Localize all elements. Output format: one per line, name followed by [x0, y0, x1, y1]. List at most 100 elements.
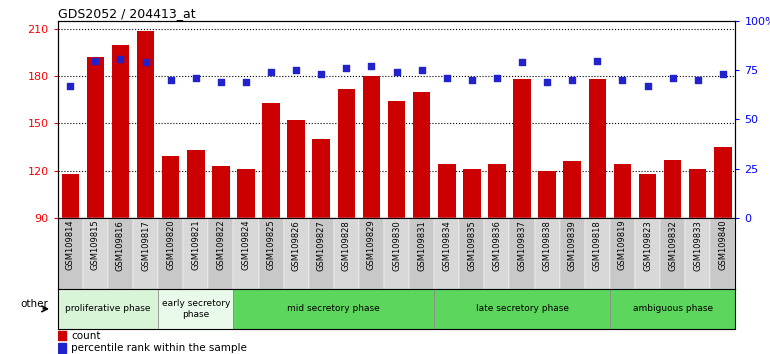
Text: GSM109827: GSM109827	[316, 220, 326, 270]
Text: GSM109816: GSM109816	[116, 220, 125, 270]
Text: GSM109824: GSM109824	[242, 220, 250, 270]
Bar	[58, 218, 83, 289]
Point	[490, 75, 503, 81]
Point	[89, 58, 102, 63]
Text: GSM109831: GSM109831	[417, 220, 426, 270]
Point	[189, 75, 202, 81]
Bar	[233, 218, 259, 289]
Point	[691, 78, 704, 83]
Bar	[639, 174, 656, 354]
Bar	[484, 218, 510, 289]
Bar	[233, 289, 434, 329]
Bar	[564, 161, 581, 354]
Text: GSM109840: GSM109840	[718, 220, 728, 270]
Bar	[685, 218, 710, 289]
Bar	[363, 76, 380, 354]
Bar	[413, 92, 430, 354]
Text: other: other	[20, 299, 48, 309]
Bar	[514, 79, 531, 354]
Point	[667, 75, 679, 81]
Text: GSM109828: GSM109828	[342, 220, 351, 270]
Bar	[212, 166, 229, 354]
Bar	[83, 218, 108, 289]
Bar	[137, 31, 154, 354]
Bar	[438, 164, 456, 354]
Bar	[86, 57, 104, 354]
Bar	[434, 218, 459, 289]
Bar	[388, 101, 405, 354]
Bar	[283, 218, 309, 289]
Text: proliferative phase: proliferative phase	[65, 304, 151, 313]
Point	[717, 72, 729, 77]
Text: GSM109834: GSM109834	[442, 220, 451, 270]
Text: early secretory
phase: early secretory phase	[162, 299, 230, 319]
Point	[416, 68, 428, 73]
Bar	[664, 160, 681, 354]
Bar	[309, 218, 334, 289]
Bar	[162, 156, 179, 354]
Text: GSM109839: GSM109839	[567, 220, 577, 270]
Text: count: count	[72, 331, 101, 341]
Text: GSM109832: GSM109832	[668, 220, 677, 270]
Text: ambiguous phase: ambiguous phase	[632, 304, 713, 313]
Bar	[287, 120, 305, 354]
Text: GSM109830: GSM109830	[392, 220, 401, 270]
Text: GSM109820: GSM109820	[166, 220, 176, 270]
Text: GSM109833: GSM109833	[693, 220, 702, 271]
Bar	[209, 218, 233, 289]
Bar	[714, 147, 732, 354]
Bar	[584, 218, 610, 289]
Text: GSM109837: GSM109837	[517, 220, 527, 271]
Bar	[459, 218, 484, 289]
Bar	[588, 79, 606, 354]
Bar	[237, 169, 255, 354]
Text: GSM109821: GSM109821	[191, 220, 200, 270]
Point	[315, 72, 327, 77]
Point	[114, 56, 126, 61]
Bar	[112, 45, 129, 354]
Text: GSM109817: GSM109817	[141, 220, 150, 270]
Point	[239, 79, 252, 85]
Text: GSM109825: GSM109825	[266, 220, 276, 270]
Bar	[610, 289, 735, 329]
Point	[365, 64, 377, 69]
Bar	[58, 289, 158, 329]
Bar	[263, 103, 280, 354]
Point	[165, 78, 177, 83]
Bar	[635, 218, 660, 289]
Point	[591, 58, 604, 63]
Bar	[158, 218, 183, 289]
Bar	[183, 218, 209, 289]
Text: GSM109823: GSM109823	[643, 220, 652, 270]
Bar	[463, 169, 480, 354]
Bar	[108, 218, 133, 289]
Bar	[58, 343, 66, 353]
Point	[290, 68, 303, 73]
Bar	[660, 218, 685, 289]
Point	[616, 78, 628, 83]
Point	[265, 69, 277, 75]
Bar	[534, 218, 560, 289]
Bar	[58, 331, 66, 341]
Text: GSM109819: GSM109819	[618, 220, 627, 270]
Text: GSM109835: GSM109835	[467, 220, 477, 270]
Text: GSM109838: GSM109838	[543, 220, 551, 271]
Text: GSM109829: GSM109829	[367, 220, 376, 270]
Point	[64, 83, 76, 89]
Text: GDS2052 / 204413_at: GDS2052 / 204413_at	[58, 7, 196, 20]
Text: GSM109814: GSM109814	[65, 220, 75, 270]
Bar	[359, 218, 384, 289]
Bar	[334, 218, 359, 289]
Text: GSM109822: GSM109822	[216, 220, 226, 270]
Point	[541, 79, 554, 85]
Point	[641, 83, 654, 89]
Point	[215, 79, 227, 85]
Bar	[384, 218, 409, 289]
Text: GSM109818: GSM109818	[593, 220, 602, 270]
Bar	[488, 164, 506, 354]
Bar	[133, 218, 158, 289]
Bar	[610, 218, 635, 289]
Bar	[614, 164, 631, 354]
Bar	[538, 171, 556, 354]
Bar	[409, 218, 434, 289]
